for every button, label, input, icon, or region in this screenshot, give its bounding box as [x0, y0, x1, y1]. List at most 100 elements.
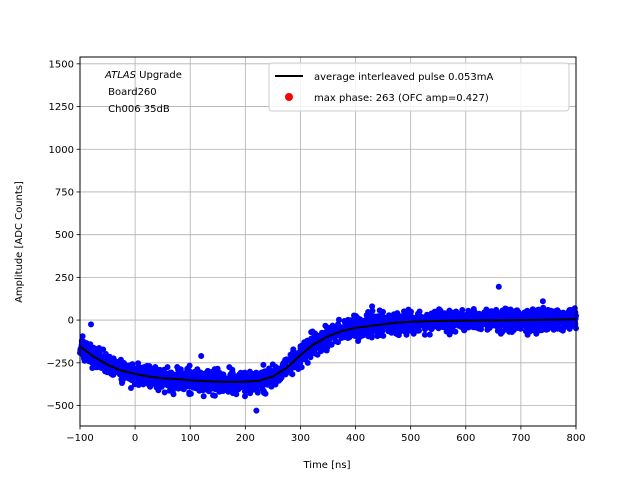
sample-point — [345, 334, 352, 341]
sample-point — [109, 369, 116, 376]
sample-point — [278, 374, 285, 381]
y-tick-label: 1000 — [49, 145, 74, 156]
y-axis-title: Amplitude [ADC Counts] — [14, 181, 25, 303]
sample-point — [200, 393, 207, 400]
annotation-line-3: Ch006 35dB — [105, 104, 170, 115]
sample-point — [149, 378, 156, 385]
sample-point — [533, 326, 540, 332]
sample-point — [396, 324, 402, 331]
x-tick-label: 800 — [566, 433, 585, 444]
sample-point — [84, 341, 91, 348]
sample-point — [272, 363, 279, 370]
sample-point — [191, 382, 198, 389]
sample-point — [205, 388, 212, 395]
x-tick-label: 600 — [456, 433, 475, 444]
sample-point — [248, 373, 254, 380]
sample-point — [142, 369, 149, 376]
sample-point — [501, 313, 507, 320]
sample-point — [341, 318, 348, 324]
sample-point — [461, 327, 468, 334]
sample-point — [510, 325, 517, 331]
y-tick-label: 750 — [55, 187, 74, 198]
sample-point — [448, 328, 455, 335]
sample-point — [528, 313, 535, 320]
sample-point — [118, 376, 125, 383]
sample-point — [354, 333, 361, 340]
sample-point — [434, 315, 441, 321]
sample-point — [241, 388, 248, 395]
sample-point — [194, 368, 201, 375]
sample-point — [80, 338, 87, 345]
sample-point — [227, 383, 234, 390]
sample-point — [357, 316, 364, 323]
legend-marker-swatch — [285, 93, 293, 101]
sample-point — [266, 379, 273, 386]
sample-point — [297, 360, 303, 367]
sample-point — [540, 306, 547, 313]
sample-point — [90, 344, 97, 351]
sample-point — [521, 321, 527, 328]
sample-point — [470, 306, 477, 312]
sample-point — [248, 381, 255, 388]
sample-point — [504, 324, 511, 331]
sample-point — [336, 316, 342, 323]
sample-point — [485, 314, 492, 321]
sample-point — [287, 351, 294, 358]
sample-point — [548, 310, 555, 317]
y-tick-label: 1250 — [49, 102, 74, 113]
sample-point — [551, 320, 558, 327]
sample-point — [369, 303, 376, 310]
x-tick-label: 200 — [236, 433, 255, 444]
sample-point — [146, 363, 153, 370]
average-pulse-line — [79, 318, 577, 383]
sample-point — [260, 389, 267, 396]
sample-point — [340, 332, 347, 339]
sample-point — [543, 320, 550, 327]
sample-point — [376, 307, 383, 314]
sample-point — [421, 331, 428, 338]
sample-point — [517, 312, 524, 319]
sample-point — [290, 346, 297, 353]
sample-point — [427, 321, 434, 328]
sample-point — [459, 307, 466, 313]
sample-point — [214, 365, 221, 372]
annotation-line-2: Board260 — [105, 87, 157, 98]
sample-point — [158, 367, 165, 374]
sample-point — [232, 383, 239, 390]
x-tick-label: −100 — [66, 433, 93, 444]
x-tick-label: 500 — [401, 433, 420, 444]
sample-point — [185, 365, 191, 372]
sample-point — [151, 368, 158, 375]
sample-point — [161, 389, 168, 396]
sample-point — [467, 321, 474, 328]
sample-point — [301, 356, 308, 363]
sample-point — [198, 353, 205, 359]
sample-point — [479, 321, 486, 328]
sample-point — [416, 327, 422, 334]
y-tick-label: 1500 — [49, 59, 74, 70]
sample-point — [161, 372, 168, 379]
x-axis-title: Time [ns] — [302, 460, 350, 471]
sample-point — [437, 310, 444, 317]
sample-point — [197, 382, 204, 389]
sample-point — [408, 308, 414, 315]
sample-point — [263, 368, 270, 375]
x-tick-label: 300 — [291, 433, 310, 444]
sample-point — [529, 322, 536, 329]
sample-point — [471, 323, 478, 330]
sample-point — [219, 371, 226, 378]
x-tick-label: 700 — [511, 433, 530, 444]
legend-box — [268, 62, 570, 112]
sample-point — [114, 369, 121, 376]
sample-point — [289, 371, 296, 378]
sample-point — [272, 375, 279, 382]
sample-point — [328, 341, 335, 348]
sample-point — [205, 382, 212, 389]
sample-point — [388, 329, 395, 336]
sample-point — [260, 361, 267, 368]
x-tick-label: 400 — [346, 433, 365, 444]
legend-label-max-phase: max phase: 263 (OFC amp=0.427) — [314, 93, 489, 104]
annotation-upgrade: Upgrade — [136, 70, 182, 81]
sample-point — [229, 369, 236, 376]
